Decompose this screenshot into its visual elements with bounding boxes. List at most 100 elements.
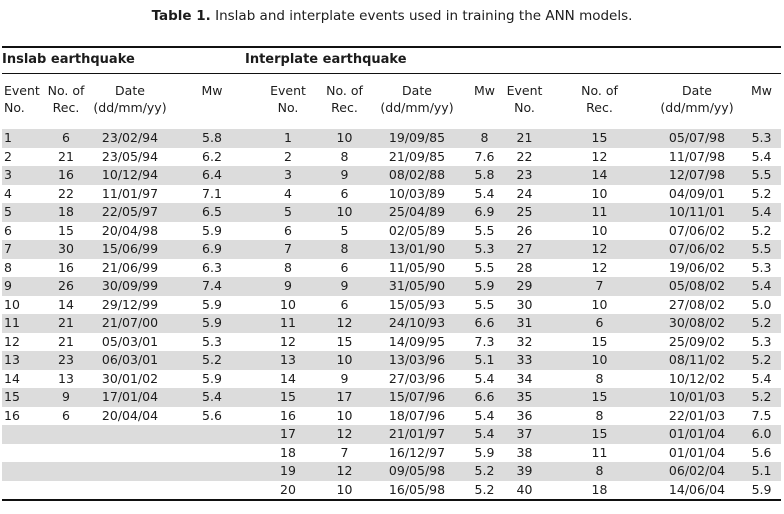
table-cell: 30 [516, 296, 533, 312]
table-caption-text: Inslab and interplate events used in tra… [210, 8, 633, 24]
table-cell: 22/01/03 [668, 407, 726, 423]
column-header-line2: Rec. [331, 99, 358, 115]
table-cell: 16 [280, 407, 296, 423]
table-cell: 29 [516, 278, 533, 293]
table-cell: 9 [340, 167, 349, 182]
column-header-line2: (dd/mm/yy) [380, 99, 454, 115]
table-cell: 4 [4, 185, 12, 201]
table-row: 2 21 23/05/94 6.2 2 8 21/09/85 7.6 22 12 11/07/98 5… [2, 148, 781, 167]
table-cell: 10 [280, 296, 296, 312]
column-header-7: Date (dd/mm/yy) [367, 74, 467, 130]
table-cell: 02/05/89 [388, 222, 446, 238]
table-cell: 16 [4, 407, 20, 423]
table-cell: 10/03/89 [388, 185, 446, 201]
column-header-line1: No. of [326, 83, 363, 98]
column-header-line2 [170, 100, 254, 117]
table-cell: 32 [516, 333, 533, 349]
table-cell [2, 481, 42, 501]
table-cell: 5.4 [751, 204, 772, 219]
table-row: 6 15 20/04/98 5.9 6 5 02/05/89 5.5 26 10 07/06/02 5… [2, 222, 781, 241]
table-cell: 15 [58, 222, 74, 238]
table-cell: 10 [4, 296, 20, 312]
table-cell: 29/12/99 [101, 296, 159, 312]
table-cell: 5.4 [474, 426, 495, 441]
table-cell [42, 444, 90, 463]
table-cell: 7.4 [202, 278, 222, 293]
table-cell: 9 [340, 278, 349, 293]
table-cell [2, 425, 42, 444]
table-cell: 5.5 [474, 259, 495, 275]
table-cell: 12 [336, 426, 353, 441]
table-cell: 8 [340, 148, 349, 164]
table-cell: 26 [516, 222, 533, 238]
table-cell: 10/12/94 [101, 167, 159, 182]
table-cell: 16 [58, 167, 74, 182]
column-header-9: Event No. [502, 74, 547, 130]
table-cell: 18 [591, 481, 608, 497]
table-cell: 23 [516, 167, 533, 182]
table-cell: 6.4 [202, 167, 222, 182]
table-cell: 8 [340, 241, 349, 256]
table-cell: 7.5 [751, 407, 772, 423]
table-cell: 12 [591, 241, 608, 256]
table-cell: 01/01/04 [668, 444, 726, 460]
column-header-line1: Event [270, 83, 306, 98]
table-cell: 17 [336, 389, 353, 404]
table-cell: 6 [340, 259, 349, 275]
table-row: 11 21 21/07/00 5.9 11 12 24/10/93 6.6 31 6 30/08/0… [2, 314, 782, 333]
table-cell: 9 [4, 278, 12, 293]
table-cell: 13 [58, 370, 74, 386]
table-cell: 6.3 [202, 259, 222, 275]
table-cell: 11 [280, 315, 296, 330]
column-header-4: Mw [170, 74, 254, 130]
table-cell: 5.5 [751, 167, 772, 182]
table-cell: 6 [284, 222, 292, 238]
table-cell: 26 [58, 278, 74, 293]
table-cell: 3 [284, 167, 292, 182]
table-cell: 6.9 [474, 204, 495, 219]
table-cell: 5 [340, 222, 349, 238]
table-caption-label: Table 1. [151, 8, 211, 24]
table-cell: 10 [336, 130, 353, 145]
table-cell: 5.8 [202, 130, 222, 145]
table-cell [90, 481, 170, 501]
column-header-line1: Event [506, 83, 543, 98]
table-cell: 27/03/96 [388, 370, 446, 386]
column-header-line2: No. [277, 99, 299, 115]
table-cell: 25 [516, 204, 533, 219]
group-header-interplate: Interplate earthquake [245, 46, 782, 74]
table-cell: 12 [336, 463, 353, 478]
table-cell: 15/05/93 [388, 296, 446, 312]
column-header-line1: Date [115, 83, 145, 98]
table-cell: 19 [280, 463, 296, 478]
table-cell: 5.4 [751, 370, 772, 386]
table-cell: 6 [340, 185, 349, 201]
table-cell: 11/05/90 [388, 259, 446, 275]
table-cell: 5.9 [202, 370, 222, 386]
table-cell: 12/07/98 [668, 167, 726, 182]
table-cell: 6.0 [751, 426, 772, 441]
column-header-line1: Date [682, 83, 712, 98]
table-cell: 6.2 [202, 148, 222, 164]
table-cell: 8 [595, 463, 604, 478]
table-cell: 15 [591, 130, 608, 145]
table-cell: 21/06/99 [101, 259, 159, 275]
table-cell: 10 [336, 352, 353, 367]
table-cell: 6 [62, 407, 70, 423]
table-cell: 05/03/01 [101, 333, 159, 349]
table-cell: 10 [336, 204, 353, 219]
table-cell: 5.4 [751, 278, 772, 293]
table-cell: 12 [280, 333, 296, 349]
table-cell: 15 [591, 426, 608, 441]
table-cell: 15 [591, 333, 608, 349]
column-header-line2: No. [514, 99, 535, 115]
table-cell: 6.6 [474, 315, 495, 330]
table-cell: 06/03/01 [101, 352, 159, 367]
table-cell: 15/06/99 [101, 241, 159, 256]
table-cell: 21 [516, 130, 533, 145]
table-cell: 8 [284, 259, 292, 275]
table-cell: 10/01/03 [668, 389, 726, 404]
table-cell: 10/11/01 [668, 204, 726, 219]
table-cell: 38 [516, 444, 533, 460]
table-cell: 5.2 [474, 481, 495, 497]
